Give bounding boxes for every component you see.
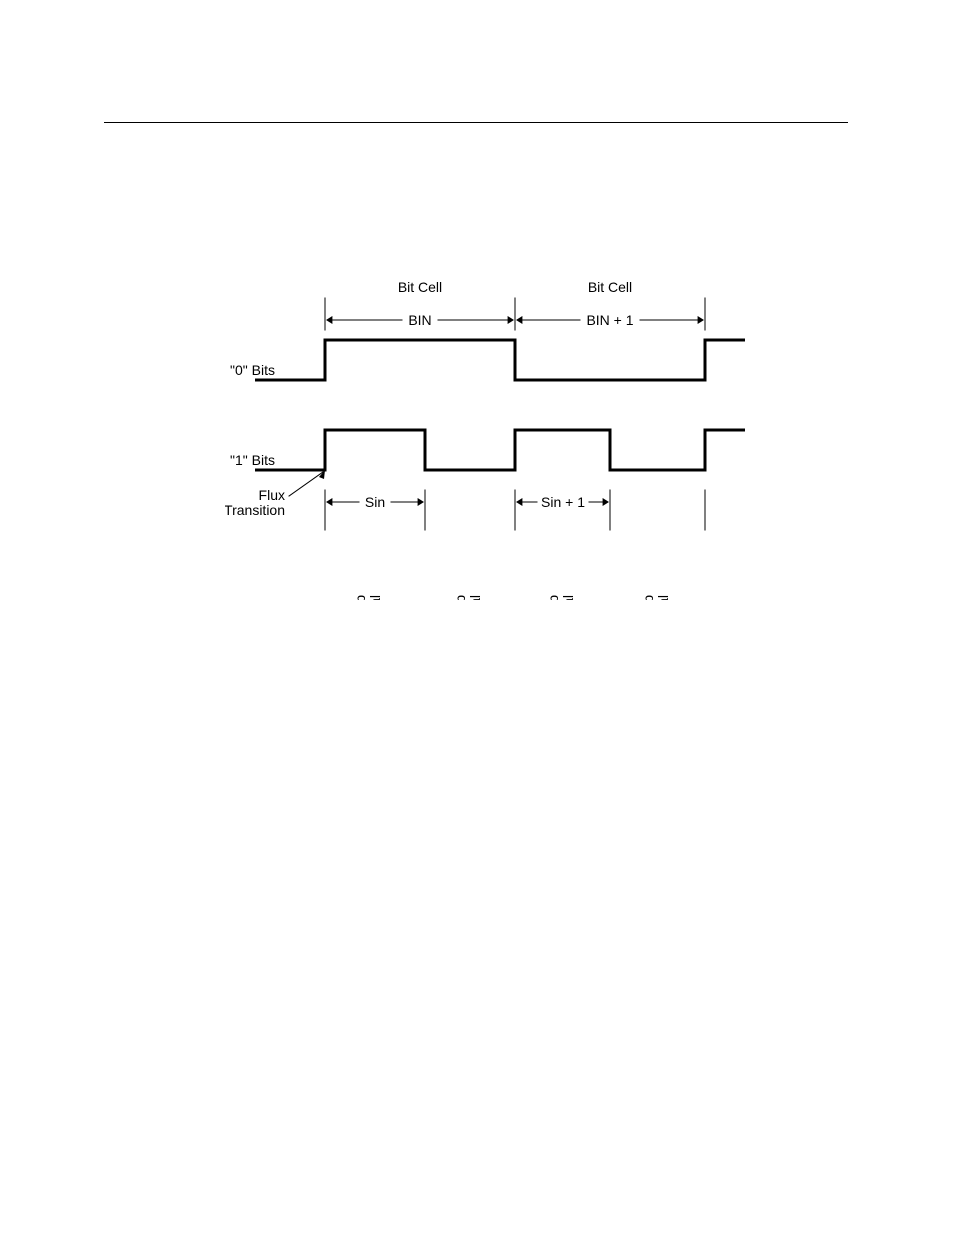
horizontal-rule [104,122,848,123]
page: Bit Cell Bit Cell BIN BIN + 1 "0" Bits "1" Bi… [0,0,954,1235]
bitcell-label-2: Bit Cell [588,279,632,295]
one-bits-waveform [255,430,745,470]
sub-label-2: Sub [545,595,561,600]
bin1-label: BIN + 1 [586,312,633,328]
interval-label-3: Interval [655,595,671,600]
sin1-label: Sin + 1 [541,494,585,510]
bin-label: BIN [408,312,431,328]
interval-label-2: Interval [560,595,576,600]
zero-bits-label: "0" Bits [230,362,275,378]
bitcell-label-1: Bit Cell [398,279,442,295]
zero-bits-waveform [255,340,745,380]
sub-label-3: Sub [640,595,656,600]
interval-label-1: Interval [467,595,483,600]
sub-label-1: Sub [452,595,468,600]
interval-label-0: Interval [367,595,383,600]
flux-label-1: Flux [259,487,285,503]
sin-label: Sin [365,494,385,510]
sub-label-0: Sub [352,595,368,600]
one-bits-label: "1" Bits [230,452,275,468]
flux-pointer [289,472,323,496]
timing-diagram: Bit Cell Bit Cell BIN BIN + 1 "0" Bits "1" Bi… [225,270,745,600]
flux-label-2: Transition [225,502,285,518]
